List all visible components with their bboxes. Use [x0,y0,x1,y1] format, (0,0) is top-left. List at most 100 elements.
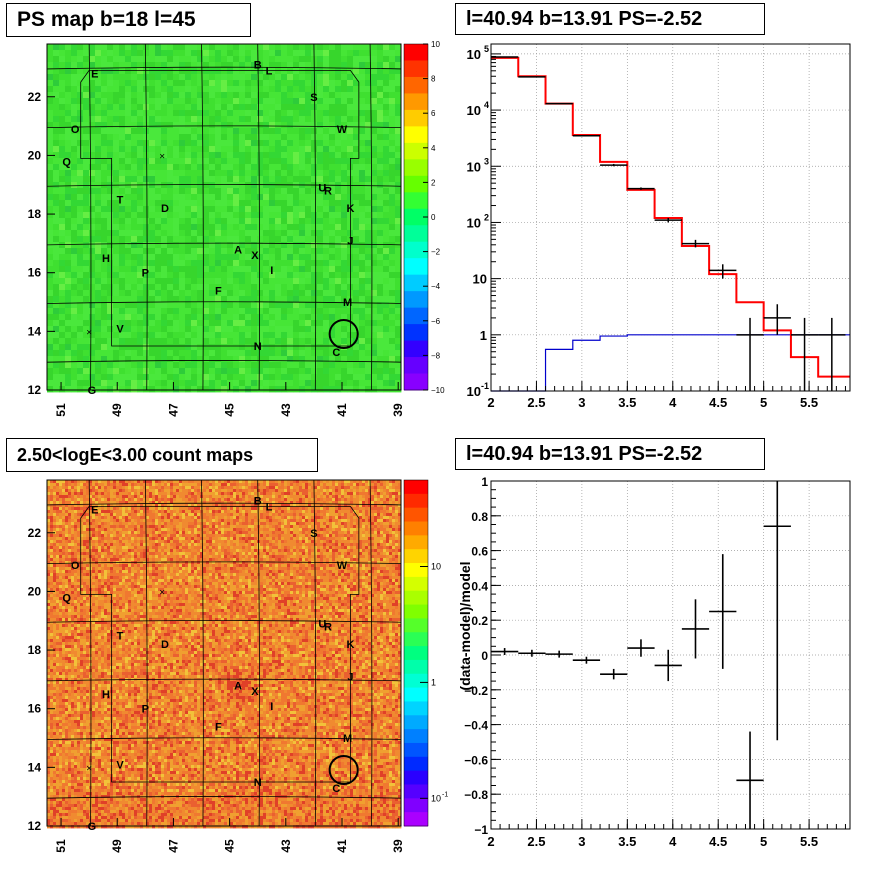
colorbar-cell [404,44,428,61]
colorbar-cell [404,784,428,798]
colorbar-tick-label: −6 [431,317,441,326]
y-tick-label: 1 [481,475,488,489]
source-label: C [332,783,340,795]
x-tick-label: 2.5 [527,395,545,410]
source-label: V [116,323,124,335]
source-label: X [251,250,259,262]
y-tick-label: 10 [467,384,481,399]
y-tick-label: 10 [467,215,481,230]
x-tick-label: 45 [223,839,237,853]
source-cross: × [159,587,165,598]
colorbar-cell [404,757,428,771]
y-tick-label: 18 [28,643,42,657]
colorbar-cell [404,618,428,632]
colorbar-cell [404,242,428,259]
y-tick-label: −0.6 [464,753,488,767]
y-tick-exponent: 4 [484,100,489,110]
colorbar-cell [404,743,428,757]
source-label: Q [62,592,71,604]
colorbar-cell [404,660,428,674]
y-tick-label: 0.8 [471,510,488,524]
source-label: Q [62,156,71,168]
colorbar-cell [404,798,428,812]
colorbar-tick-label: 10 [431,793,441,803]
x-tick-label: 2 [487,395,494,410]
source-label: F [215,721,222,733]
source-label: M [343,733,352,745]
colorbar-tick-label: 4 [431,144,436,153]
source-label: S [310,528,317,540]
y-tick-label: 10 [473,272,487,287]
y-tick-label: −0.8 [464,788,488,802]
source-label: B [254,60,262,72]
colorbar-cell [404,522,428,536]
colorbar-tick-label: −8 [431,351,441,360]
colorbar-cell [404,535,428,549]
x-tick-label: 39 [391,403,405,417]
x-tick-label: 49 [110,403,124,417]
model-background-line [491,335,850,391]
x-tick-label: 41 [335,403,349,417]
colorbar-cell [404,308,428,325]
y-tick-label: 10 [467,47,481,62]
colorbar-cell [404,324,428,341]
x-tick-label: 43 [279,403,293,417]
colorbar-tick-label: −4 [431,282,441,291]
colorbar-tick-label: −10 [431,386,445,395]
source-label: P [142,704,149,716]
source-label: O [71,124,80,136]
y-tick-label: −0.4 [464,719,488,733]
source-label: V [116,759,124,771]
x-tick-label: 49 [110,839,124,853]
colorbar-cell [404,701,428,715]
residual-ylabel: (data-model)/model [457,561,473,690]
source-label: E [91,504,98,516]
colorbar-tick-label: 10 [431,562,441,572]
y-tick-label: 20 [28,584,42,598]
y-tick-label: 14 [28,760,42,774]
y-tick-label: 20 [28,148,42,162]
x-tick-label: 3.5 [618,395,636,410]
source-label: K [346,203,354,215]
y-tick-label: 16 [28,702,42,716]
colorbar-cell [404,110,428,127]
colorbar-cell [404,291,428,308]
residual-title: l=40.94 b=13.91 PS=-2.52 [455,438,765,470]
source-label: J [347,671,353,683]
source-label: R [324,186,332,198]
source-label: H [102,253,110,265]
colorbar-cell [404,674,428,688]
colorbar-cell [404,563,428,577]
x-tick-label: 47 [166,839,180,853]
colorbar-cell [404,549,428,563]
model-total-line [491,58,850,377]
colorbar-cell [404,192,428,209]
x-tick-label: 45 [223,403,237,417]
source-label: G [88,821,97,833]
source-label: D [161,639,169,651]
x-tick-label: 4.5 [709,834,727,849]
y-tick-label: 18 [28,207,42,221]
source-label: B [254,496,262,508]
source-label: C [332,347,340,359]
colorbar-tick-label: 1 [431,677,436,687]
x-tick-label: 5 [760,834,767,849]
y-tick-label: 1 [480,328,487,343]
y-tick-exponent: 3 [484,156,489,166]
map-cells [47,480,401,828]
colorbar-tick-label: −2 [431,248,441,257]
y-tick-exponent: 5 [484,44,489,54]
spectrum-title: l=40.94 b=13.91 PS=-2.52 [455,3,765,35]
colorbar-cell [404,159,428,176]
y-tick-label: 0 [481,649,488,663]
x-tick-label: 4 [669,395,677,410]
colorbar-tick-label: 0 [431,213,436,222]
